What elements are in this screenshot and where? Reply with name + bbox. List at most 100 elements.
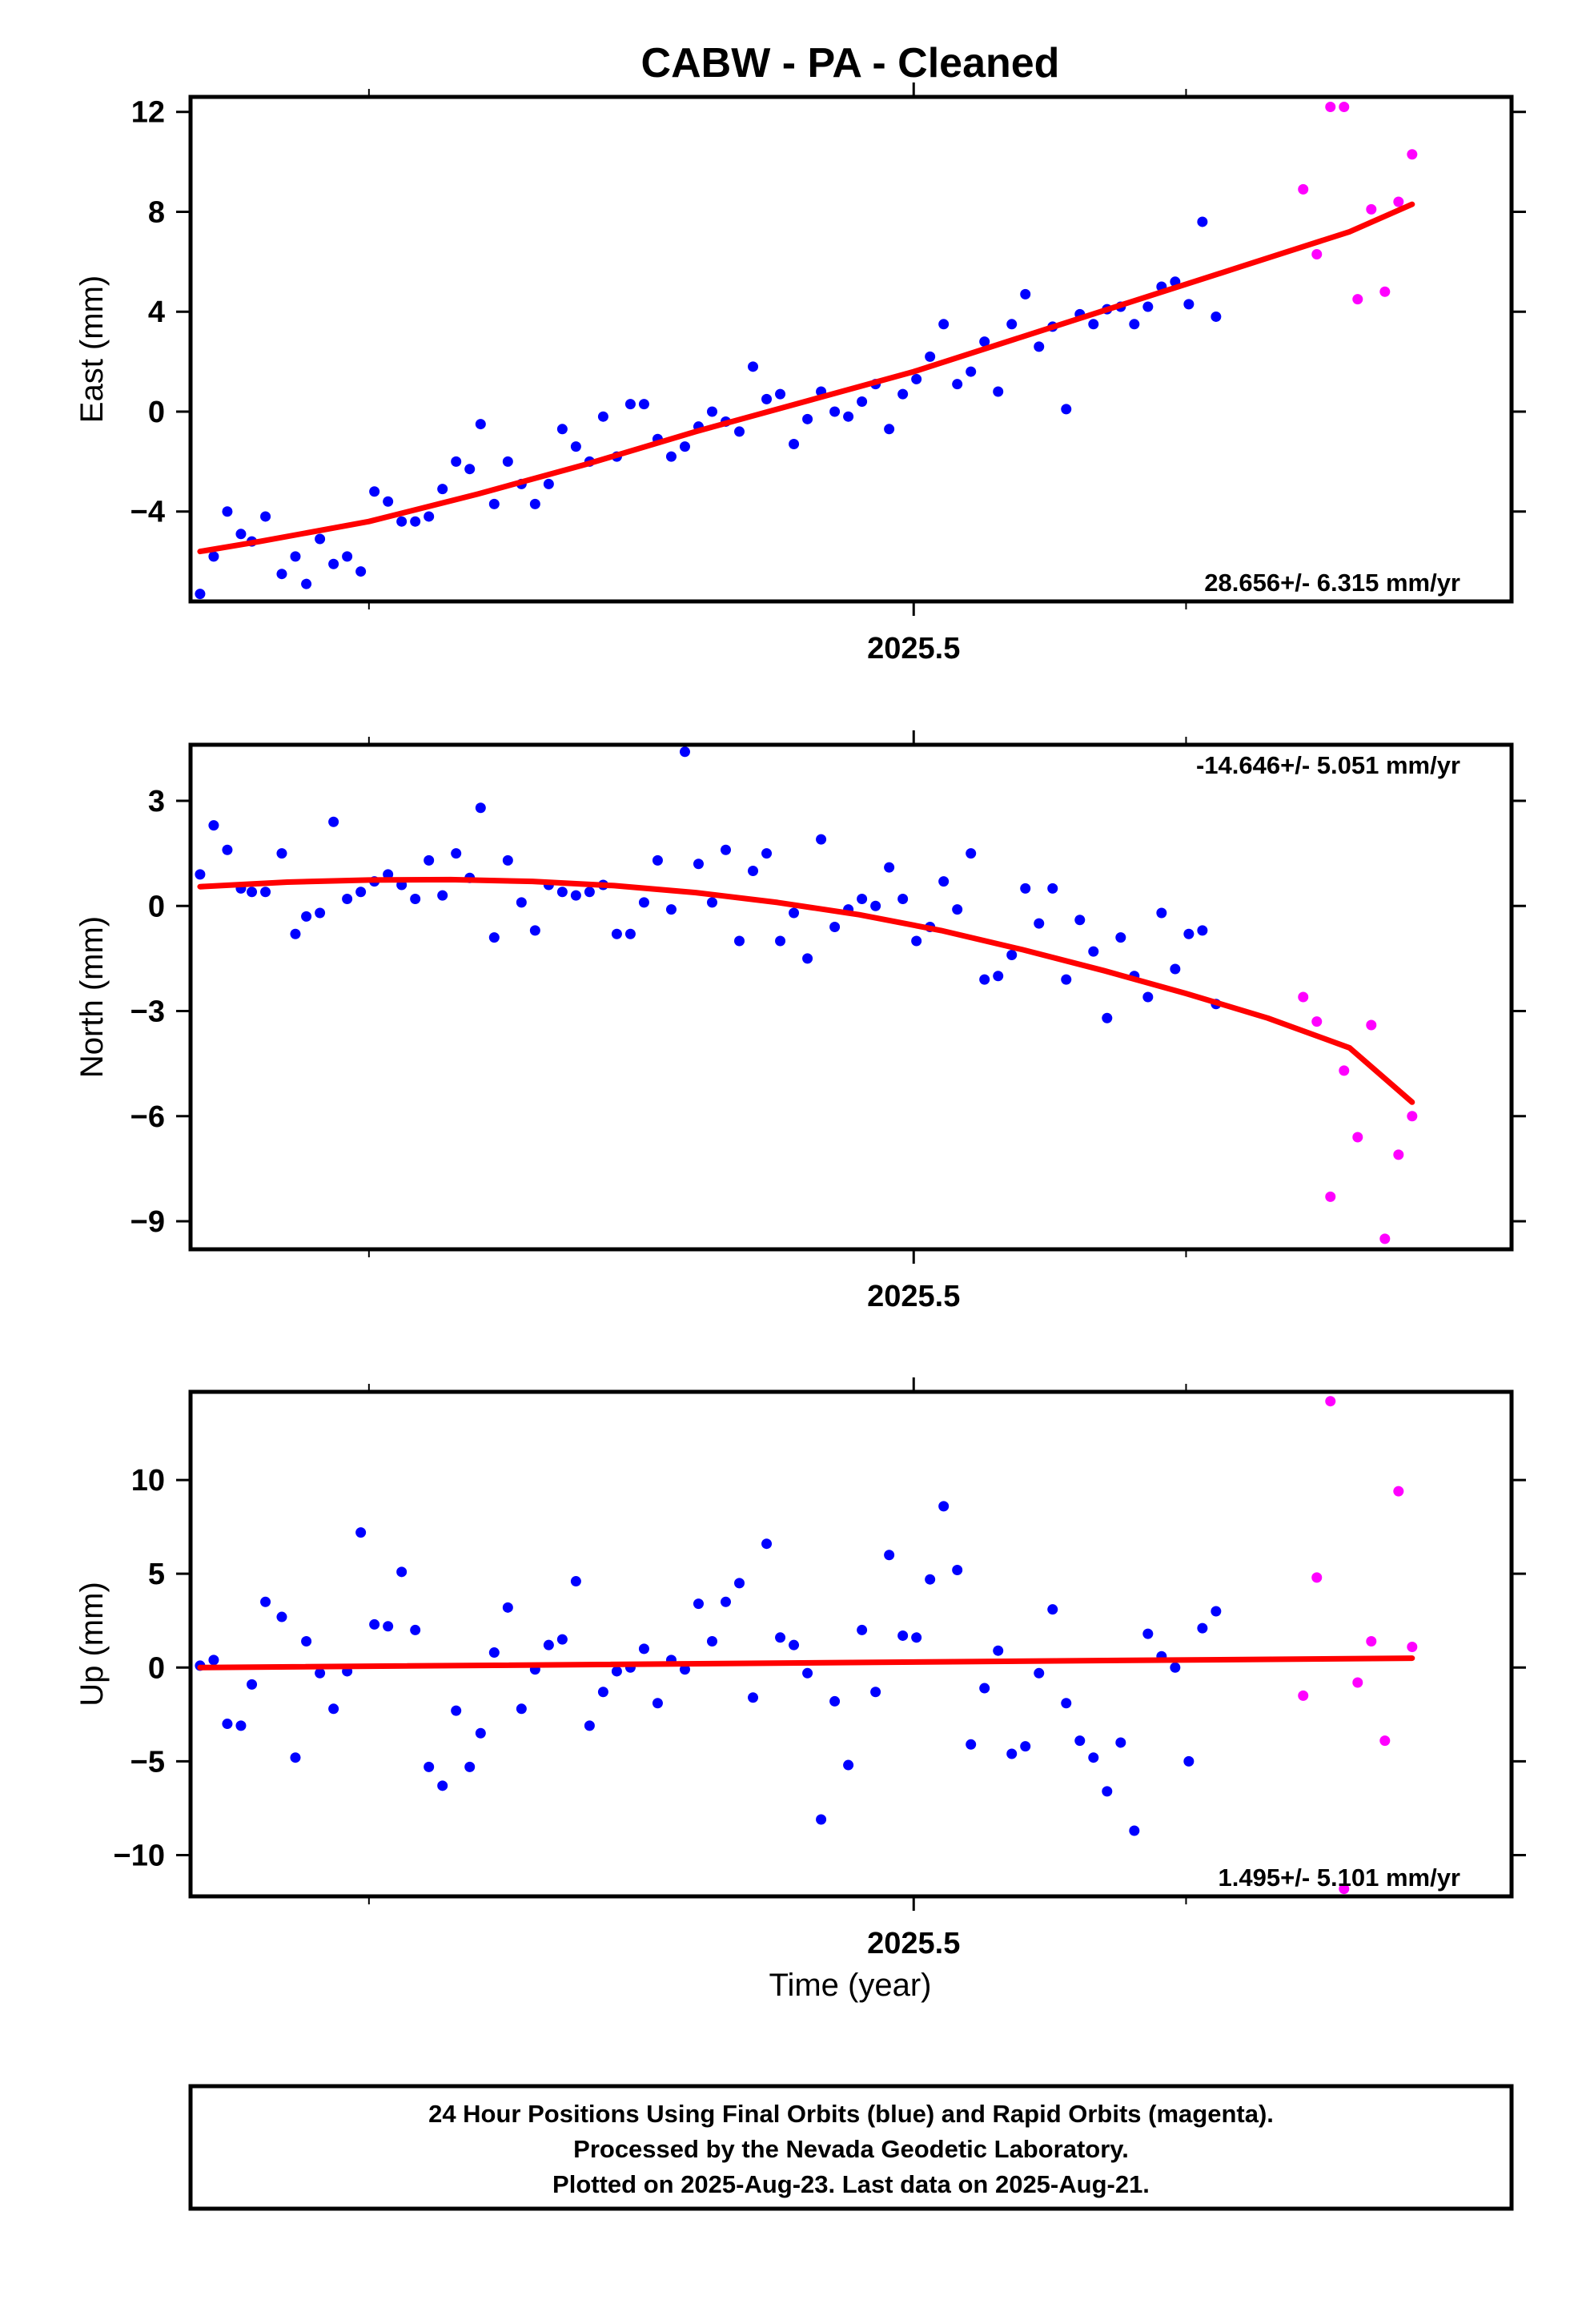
east-final-point bbox=[938, 319, 950, 330]
east-rapid-point bbox=[1379, 286, 1391, 297]
east-final-point bbox=[857, 396, 868, 407]
north-final-point bbox=[584, 887, 595, 898]
east-final-point bbox=[1088, 319, 1099, 330]
north-final-point bbox=[775, 935, 786, 947]
north-y-tick-label: −3 bbox=[130, 995, 165, 1029]
chart-title: CABW - PA - Cleaned bbox=[641, 40, 1060, 86]
east-final-point bbox=[1183, 299, 1195, 310]
north-rapid-point bbox=[1298, 991, 1309, 1003]
east-rapid-point bbox=[1311, 248, 1323, 259]
up-final-point bbox=[925, 1574, 936, 1585]
north-final-point bbox=[993, 971, 1004, 982]
east-final-point bbox=[424, 511, 435, 522]
up-final-point bbox=[1088, 1752, 1099, 1763]
east-final-point bbox=[396, 516, 408, 527]
up-final-point bbox=[543, 1639, 554, 1651]
up-final-point bbox=[328, 1703, 339, 1715]
north-final-point bbox=[1170, 963, 1181, 975]
up-final-point bbox=[556, 1634, 568, 1645]
north-final-point bbox=[328, 816, 339, 827]
east-final-point bbox=[222, 506, 233, 517]
footer-line-2: Processed by the Nevada Geodetic Laborat… bbox=[573, 2135, 1129, 2163]
north-points bbox=[195, 746, 1418, 1244]
east-final-point bbox=[410, 516, 421, 527]
east-points bbox=[195, 101, 1418, 600]
north-final-point bbox=[706, 897, 717, 908]
north-final-point bbox=[208, 820, 219, 831]
north-final-point bbox=[665, 904, 677, 915]
east-final-point bbox=[529, 498, 540, 509]
up-final-point bbox=[222, 1719, 233, 1730]
east-final-point bbox=[328, 558, 339, 569]
up-final-point bbox=[396, 1566, 408, 1578]
up-rate-label: 1.495+/- 5.101 mm/yr bbox=[1219, 1864, 1460, 1892]
east-final-point bbox=[966, 366, 977, 377]
north-final-point bbox=[301, 911, 312, 922]
north-final-point bbox=[638, 897, 649, 908]
north-final-point bbox=[1142, 991, 1154, 1003]
north-y-axis-label: North (mm) bbox=[74, 916, 110, 1078]
up-rapid-point bbox=[1379, 1735, 1391, 1747]
north-final-point bbox=[1074, 915, 1086, 926]
east-rapid-point bbox=[1393, 196, 1404, 207]
north-final-point bbox=[1183, 928, 1195, 939]
up-rapid-point bbox=[1339, 1884, 1350, 1895]
north-panel: −9 −6 −3 0 3 2025.5 North (mm) -14.646+/- 5.051… bbox=[74, 730, 1526, 1313]
east-final-point bbox=[342, 551, 353, 562]
east-y-axis-label: East (mm) bbox=[74, 275, 110, 423]
up-final-point bbox=[679, 1664, 690, 1675]
up-final-point bbox=[301, 1635, 312, 1647]
up-final-point bbox=[208, 1655, 219, 1666]
up-rapid-point bbox=[1393, 1486, 1404, 1497]
north-rapid-point bbox=[1311, 1016, 1323, 1027]
up-final-point bbox=[502, 1602, 513, 1613]
up-final-point bbox=[652, 1698, 663, 1709]
up-rapid-point bbox=[1311, 1572, 1323, 1583]
east-final-point bbox=[502, 456, 513, 467]
north-final-point bbox=[315, 907, 326, 919]
north-final-point bbox=[652, 854, 663, 866]
north-rapid-point bbox=[1352, 1132, 1363, 1143]
up-final-point bbox=[870, 1687, 881, 1698]
north-final-point bbox=[276, 848, 287, 859]
up-final-point bbox=[721, 1596, 732, 1607]
up-final-point bbox=[843, 1759, 854, 1771]
up-final-point bbox=[369, 1618, 380, 1630]
east-rapid-point bbox=[1339, 101, 1350, 112]
north-final-point bbox=[884, 862, 895, 873]
north-final-point bbox=[488, 932, 500, 943]
up-final-point bbox=[1211, 1606, 1222, 1617]
north-final-point bbox=[424, 854, 435, 866]
east-final-point bbox=[1142, 301, 1154, 312]
east-final-point bbox=[706, 406, 717, 417]
up-rapid-point bbox=[1298, 1690, 1309, 1701]
east-final-point bbox=[315, 533, 326, 545]
up-final-point bbox=[884, 1550, 895, 1561]
north-final-point bbox=[529, 925, 540, 936]
east-final-point bbox=[556, 424, 568, 435]
east-rapid-point bbox=[1325, 101, 1336, 112]
up-y-tick-label: 0 bbox=[148, 1651, 165, 1685]
up-frame bbox=[188, 1389, 1514, 1899]
east-final-point bbox=[665, 451, 677, 462]
north-final-point bbox=[451, 848, 462, 859]
up-final-point bbox=[952, 1564, 963, 1575]
north-y-tick-label: −6 bbox=[130, 1100, 165, 1134]
east-y-tick-label: 8 bbox=[148, 195, 165, 229]
north-final-point bbox=[1020, 883, 1031, 894]
east-final-point bbox=[260, 511, 271, 522]
north-final-point bbox=[1115, 932, 1126, 943]
north-final-point bbox=[355, 887, 367, 898]
north-final-point bbox=[195, 869, 206, 880]
east-rate-label: 28.656+/- 6.315 mm/yr bbox=[1204, 569, 1460, 597]
up-final-point bbox=[829, 1695, 841, 1707]
north-y-tick-label: −9 bbox=[130, 1205, 165, 1239]
north-final-point bbox=[802, 953, 813, 964]
up-final-point bbox=[1020, 1741, 1031, 1752]
east-final-point bbox=[761, 393, 773, 404]
up-final-point bbox=[1129, 1825, 1140, 1836]
north-final-point bbox=[1156, 907, 1167, 919]
north-final-point bbox=[475, 802, 486, 814]
east-final-point bbox=[679, 441, 690, 452]
east-final-point bbox=[437, 484, 448, 495]
